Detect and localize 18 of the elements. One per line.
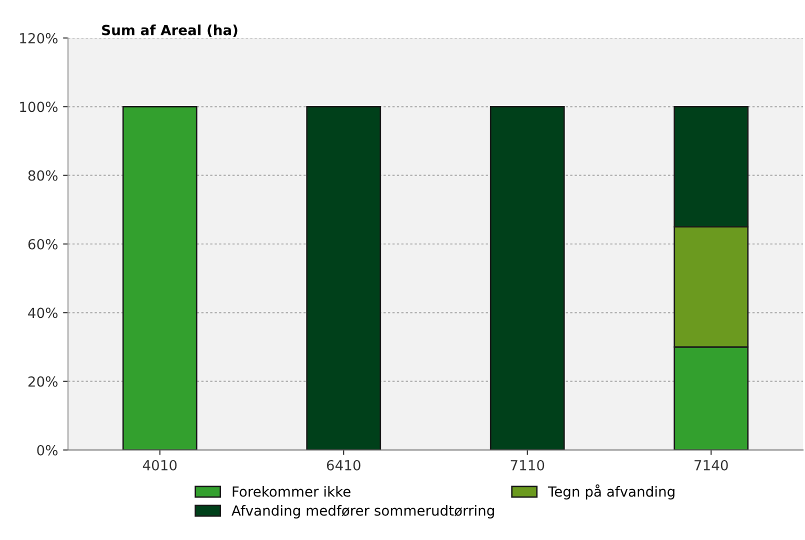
y-tick-label: 0% [37,444,58,456]
legend-label: Forekommer ikke [232,486,350,497]
x-tick-label: 7110 [510,460,544,470]
y-tick-label: 80% [28,170,58,181]
legend-label: Afvanding medfører sommerudtørring [232,505,494,518]
bar [490,106,565,450]
y-tick-label: 20% [28,376,58,387]
y-tick-label: 60% [28,238,58,250]
y-tick-label: 40% [28,308,58,318]
y-tick-label: 120% [20,32,58,44]
chart-title: Sum af Areal (ha) [102,24,238,37]
x-tick-label: 6410 [326,460,360,470]
bar [306,106,382,450]
x-tick-label: 7140 [694,460,728,470]
legend-label: Tegn på afvanding [548,484,674,500]
y-tick-label: 100% [20,102,58,112]
x-tick-label: 4010 [142,460,177,470]
bar [122,106,198,450]
